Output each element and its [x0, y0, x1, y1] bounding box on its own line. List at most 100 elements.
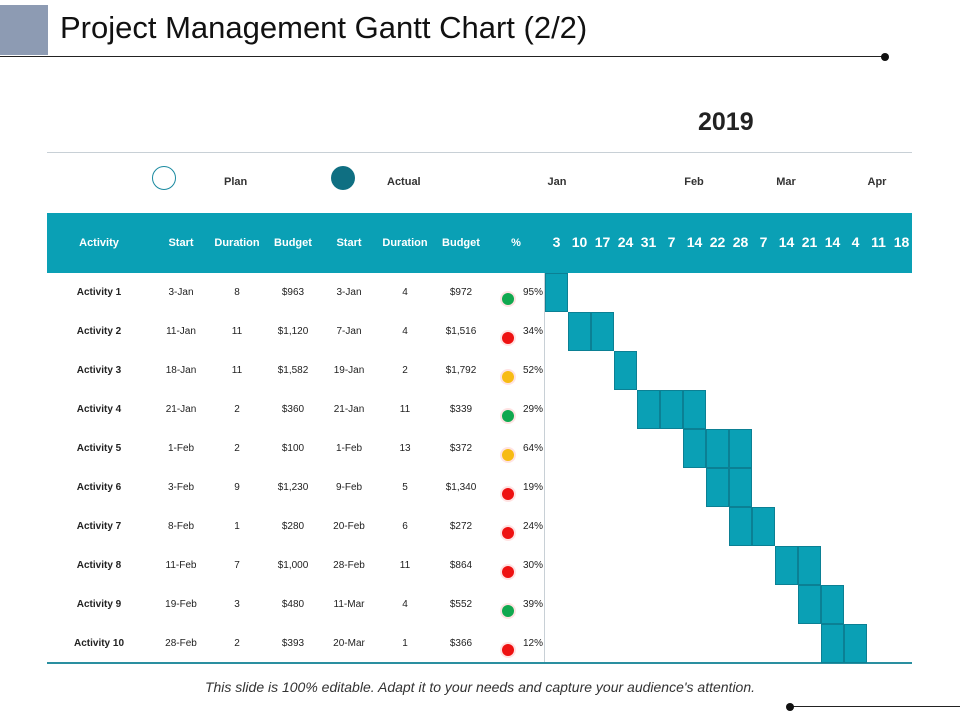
table-cell: $366: [449, 638, 473, 649]
table-cell: 7-Jan: [336, 326, 362, 337]
gantt-divider: [544, 273, 545, 663]
table-cell: $339: [449, 404, 473, 415]
footer-divider-dot: [786, 703, 794, 711]
table-cell: $100: [281, 443, 305, 454]
table-cell: Activity 2: [76, 326, 122, 337]
percent-complete: 52%: [522, 365, 543, 376]
month-label: Apr: [867, 176, 887, 188]
table-cell: 2: [234, 404, 240, 415]
table-cell: 3-Jan: [336, 287, 362, 298]
title-accent-square: [0, 5, 48, 55]
table-cell: 11-Feb: [165, 560, 197, 571]
status-red-icon: [502, 332, 514, 344]
gantt-bar: [729, 468, 752, 507]
year-label: 2019: [698, 108, 754, 136]
table-cell: 11: [399, 560, 411, 571]
gantt-bar: [729, 429, 752, 468]
gantt-bar: [821, 624, 844, 663]
gantt-bar: [844, 624, 867, 663]
year-divider: [47, 152, 912, 153]
table-cell: 21-Jan: [165, 404, 197, 415]
gantt-bar: [683, 390, 706, 429]
percent-complete: 30%: [522, 560, 543, 571]
table-cell: Activity 6: [76, 482, 122, 493]
table-cell: Activity 8: [76, 560, 122, 571]
table-cell: 11-Mar: [333, 599, 365, 610]
column-header: Duration: [382, 237, 428, 249]
table-cell: $552: [449, 599, 473, 610]
table-cell: $1,000: [277, 560, 309, 571]
status-red-icon: [502, 566, 514, 578]
table-cell: 13: [399, 443, 411, 454]
table-cell: 11: [231, 326, 243, 337]
status-green-icon: [502, 605, 514, 617]
gantt-bar: [706, 429, 729, 468]
column-header: %: [511, 237, 521, 249]
gantt-bar: [798, 546, 821, 585]
table-cell: 1: [234, 521, 240, 532]
gantt-bar: [591, 312, 614, 351]
gantt-bar: [752, 507, 775, 546]
page-title: Project Management Gantt Chart (2/2): [60, 10, 588, 45]
table-cell: 6: [402, 521, 408, 532]
column-header: Activity: [79, 237, 119, 249]
percent-complete: 95%: [522, 287, 543, 298]
status-red-icon: [502, 488, 514, 500]
gantt-bar: [821, 585, 844, 624]
footer-divider: [790, 706, 960, 707]
gantt-bar: [568, 312, 591, 351]
gantt-bar: [614, 351, 637, 390]
table-cell: $864: [449, 560, 473, 571]
table-cell: 19-Jan: [333, 365, 365, 376]
table-cell: $393: [281, 638, 305, 649]
week-label: 14: [686, 234, 703, 250]
status-green-icon: [502, 293, 514, 305]
table-cell: 4: [402, 326, 408, 337]
percent-complete: 12%: [522, 638, 543, 649]
table-cell: 4: [402, 599, 408, 610]
table-cell: $1,230: [277, 482, 309, 493]
gantt-bar: [683, 429, 706, 468]
table-bottom-border: [47, 662, 912, 664]
column-header: Duration: [214, 237, 260, 249]
week-label: 22: [709, 234, 726, 250]
table-cell: 11-Jan: [166, 326, 196, 337]
table-cell: Activity 3: [76, 365, 122, 376]
table-cell: 2: [234, 443, 240, 454]
week-label: 14: [824, 234, 841, 250]
gantt-bar: [545, 273, 568, 312]
table-cell: 9: [234, 482, 240, 493]
table-cell: Activity 9: [76, 599, 122, 610]
column-header: Start: [336, 237, 362, 249]
actual-legend-label: Actual: [387, 176, 421, 188]
percent-complete: 34%: [522, 326, 543, 337]
table-cell: $272: [449, 521, 473, 532]
percent-complete: 29%: [522, 404, 543, 415]
table-cell: Activity 4: [76, 404, 122, 415]
status-red-icon: [502, 527, 514, 539]
table-cell: 20-Feb: [333, 521, 365, 532]
table-cell: $972: [449, 287, 473, 298]
table-cell: $1,792: [445, 365, 477, 376]
title-divider: [0, 56, 885, 57]
week-label: 3: [552, 234, 561, 250]
table-cell: 11: [399, 404, 411, 415]
week-label: 4: [851, 234, 860, 250]
gantt-bar: [660, 390, 683, 429]
month-label: Feb: [684, 176, 704, 188]
table-cell: 28-Feb: [165, 638, 197, 649]
table-cell: 2: [234, 638, 240, 649]
status-yellow-icon: [502, 371, 514, 383]
column-header: Start: [168, 237, 194, 249]
table-cell: 4: [402, 287, 408, 298]
table-cell: 18-Jan: [165, 365, 197, 376]
table-cell: 8: [234, 287, 240, 298]
week-label: 14: [778, 234, 795, 250]
table-header: [47, 213, 912, 273]
title-divider-dot: [881, 53, 889, 61]
table-cell: Activity 7: [76, 521, 122, 532]
week-label: 31: [640, 234, 657, 250]
week-label: 17: [594, 234, 611, 250]
column-header: Budget: [274, 237, 312, 249]
table-cell: $1,516: [445, 326, 477, 337]
